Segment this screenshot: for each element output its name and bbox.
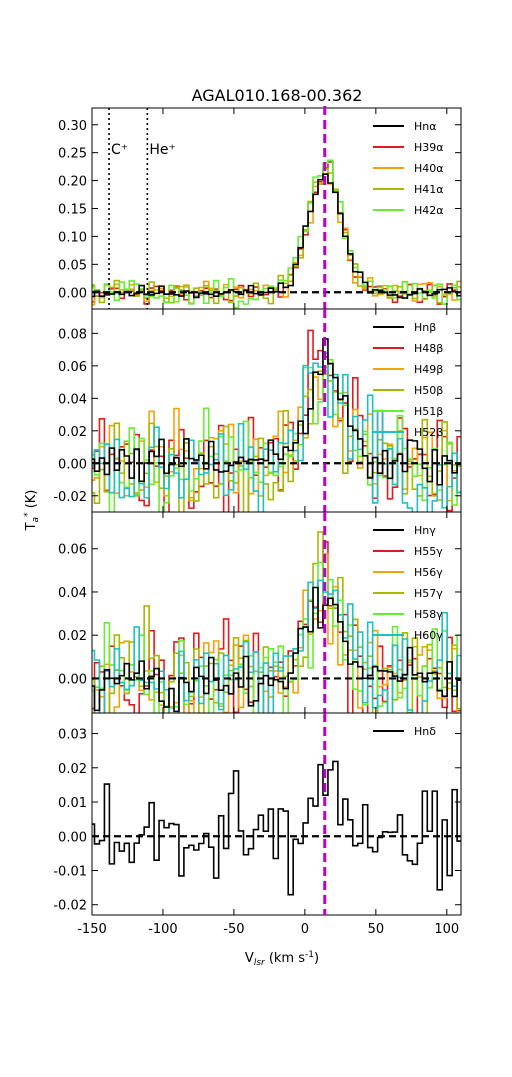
- legend-label: Hnγ: [414, 524, 436, 537]
- y-tick-label: 0.02: [58, 762, 87, 777]
- y-tick-label: 0.04: [58, 392, 87, 407]
- x-axis-label: Vlsr (km s-1): [245, 950, 319, 968]
- x-tick-label: 0: [301, 922, 309, 937]
- y-tick-label: 0.05: [58, 258, 87, 273]
- series-line-Hnβ: [92, 338, 461, 486]
- y-tick-label: -0.02: [53, 899, 87, 914]
- series-line-H51β: [92, 359, 461, 512]
- series-line-Hnδ: [92, 760, 461, 896]
- plot-area-alpha: [92, 108, 461, 309]
- x-tick-label: -50: [223, 922, 244, 937]
- panel-gamma: 0.00 0.02 0.04 0.06 Hnγ H55γ H56γ H57γ H58γ H60γ: [58, 511, 462, 714]
- series-line-H40α: [92, 173, 461, 306]
- series-line-H49β: [92, 362, 461, 502]
- y-tick-label: 0.10: [58, 230, 87, 245]
- series-line-H41α: [92, 167, 461, 305]
- series-line-H55γ: [92, 541, 461, 713]
- series-line-H48β: [92, 329, 461, 512]
- legend-label: H60γ: [414, 629, 443, 642]
- reference-label: He⁺: [149, 142, 176, 158]
- series-line-Hnα: [92, 173, 461, 299]
- legend-label: Hnδ: [414, 725, 436, 738]
- x-tick-label: -100: [148, 922, 178, 937]
- panel-alpha: C⁺ He⁺ 0.00 0.05 0.10 0.15 0.20 0.25 0.30 Hnα H39α…: [58, 106, 462, 310]
- plot-area-gamma: [92, 531, 461, 713]
- plot-area-beta: [92, 329, 461, 512]
- series-line-Hnγ: [92, 586, 461, 713]
- series-line-H42α: [92, 159, 461, 309]
- y-tick-label: 0.00: [58, 672, 87, 687]
- series-line-H39α: [92, 161, 461, 305]
- y-tick-label: -0.01: [53, 864, 87, 879]
- axes-frame: [91, 308, 462, 513]
- reference-label: C⁺: [111, 142, 128, 158]
- y-tick-label: 0.06: [58, 543, 87, 558]
- y-tick-label: 0.03: [58, 728, 87, 743]
- plot-area-delta: [92, 760, 461, 896]
- legend-label: H55γ: [414, 545, 443, 558]
- y-tick-label: 0.25: [58, 147, 87, 162]
- series-line-H60γ: [92, 579, 461, 713]
- x-tick-label: 50: [368, 922, 385, 937]
- series-line-H57γ: [92, 531, 461, 713]
- axes-frame: [91, 712, 462, 916]
- y-tick-label: 0.06: [58, 360, 87, 375]
- x-tick-label: 100: [434, 922, 459, 937]
- y-tick-label: 0.04: [58, 586, 87, 601]
- legend-label: H40α: [414, 162, 444, 175]
- legend-label: H41α: [414, 183, 444, 196]
- legend-label: H56γ: [414, 566, 443, 579]
- legend-label: H39α: [414, 141, 444, 154]
- panel-delta: -0.02 -0.01 0.00 0.01 0.02 0.03 -150 -100 -50 0 50…: [53, 712, 462, 937]
- legend-label: H51β: [414, 405, 443, 418]
- x-tick-label: -150: [77, 922, 107, 937]
- y-axis-label: Ta* (K): [23, 490, 41, 532]
- legend-label: Hnα: [414, 120, 437, 133]
- legend-label: H42α: [414, 204, 444, 217]
- series-line-H56γ: [93, 553, 458, 713]
- y-tick-label: 0.00: [58, 457, 87, 472]
- legend-label: H50β: [414, 384, 443, 397]
- legend-label: H49β: [414, 363, 443, 376]
- series-line-H50β: [92, 366, 461, 512]
- y-tick-label: -0.02: [53, 490, 87, 505]
- legend-label: H48β: [414, 342, 443, 355]
- legend-label: H57γ: [414, 587, 443, 600]
- y-tick-label: 0.00: [58, 830, 87, 845]
- figure-title: AGAL010.168-00.362: [192, 86, 363, 105]
- legend-label: H58γ: [414, 608, 443, 621]
- legend-label: Hnβ: [414, 321, 436, 334]
- y-tick-label: 0.00: [58, 286, 87, 301]
- y-tick-label: 0.02: [58, 425, 87, 440]
- y-tick-label: 0.20: [58, 175, 87, 190]
- y-tick-label: 0.30: [58, 119, 87, 134]
- y-tick-label: 0.01: [58, 796, 87, 811]
- panel-beta: -0.02 0.00 0.02 0.04 0.06 0.08 Hnβ H48β H49β H50β…: [53, 308, 462, 513]
- series-line-H58γ: [92, 561, 461, 713]
- y-tick-label: 0.02: [58, 629, 87, 644]
- y-tick-label: 0.15: [58, 203, 87, 218]
- y-tick-label: 0.08: [58, 327, 87, 342]
- series-line-H52β: [92, 352, 461, 512]
- legend-label: H52β: [414, 426, 443, 439]
